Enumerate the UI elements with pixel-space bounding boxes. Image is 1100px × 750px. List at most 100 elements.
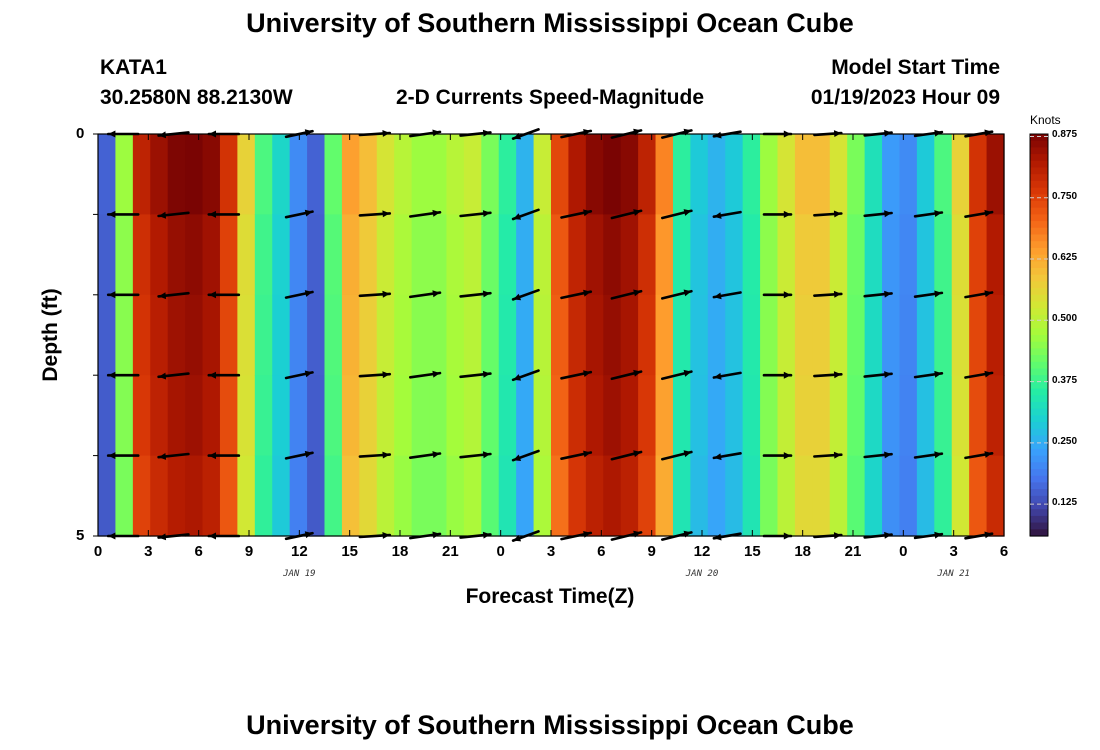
colorbar-frame: [1029, 133, 1049, 537]
heatmap-cell: [794, 455, 813, 537]
heatmap-cell: [986, 375, 1005, 457]
heatmap-cell: [899, 375, 918, 457]
heatmap-cell: [272, 134, 291, 215]
heatmap-cell: [847, 134, 866, 215]
colorbar-cell: [1030, 368, 1048, 376]
heatmap-cell: [516, 455, 535, 537]
heatmap-cell: [533, 455, 552, 537]
heatmap-cell: [359, 455, 378, 537]
heatmap-cell: [672, 375, 691, 457]
heatmap-cell: [446, 134, 465, 215]
heatmap-cell: [359, 134, 378, 215]
heatmap-cell: [760, 294, 779, 376]
current-arrow: [106, 371, 140, 379]
heatmap-cell: [568, 214, 587, 296]
heatmap-cell: [672, 294, 691, 376]
current-arrow: [913, 290, 944, 299]
heatmap-cell: [794, 294, 813, 376]
model-start-label: Model Start Time: [831, 56, 1000, 79]
heatmap-cell: [829, 134, 848, 215]
arrow-head: [984, 451, 993, 458]
current-arrow: [284, 209, 314, 219]
heatmap-cell: [585, 134, 604, 215]
heatmap-cell: [516, 375, 535, 457]
current-arrow: [358, 290, 392, 298]
heatmap-cell: [655, 455, 674, 537]
heatmap-cell: [324, 455, 343, 537]
arrow-head: [884, 531, 892, 539]
heatmap-cell: [115, 134, 134, 215]
arrow-head: [783, 452, 791, 460]
heatmap-cell: [376, 455, 395, 537]
current-arrow: [358, 451, 392, 459]
heatmap-cell: [150, 214, 169, 296]
heatmap-cell: [899, 455, 918, 537]
colorbar-cell: [1030, 154, 1048, 162]
arrow-head: [884, 129, 892, 137]
heatmap-layer: [98, 134, 1005, 537]
current-arrow: [660, 289, 693, 300]
heatmap-cell: [272, 214, 291, 296]
heatmap-cell: [638, 455, 657, 537]
arrow-head: [108, 452, 116, 460]
heatmap-cell: [864, 294, 883, 376]
arrow-head: [482, 290, 491, 298]
heatmap-cell: [202, 455, 221, 537]
heatmap-cell: [847, 375, 866, 457]
heatmap-cell: [185, 375, 204, 457]
colorbar-cell: [1030, 254, 1048, 262]
arrow-head: [304, 450, 313, 458]
arrow-head: [683, 450, 692, 458]
heatmap-cell: [777, 134, 796, 215]
heatmap-cell: [707, 134, 726, 215]
heatmap-cell: [829, 455, 848, 537]
colorbar-cell: [1030, 422, 1048, 430]
heatmap-cell: [829, 214, 848, 296]
heatmap-cell: [202, 134, 221, 215]
arrow-head: [108, 291, 116, 299]
heatmap-cell: [167, 214, 186, 296]
heatmap-cell: [864, 134, 883, 215]
heatmap-cell: [185, 134, 204, 215]
colorbar-cell: [1030, 314, 1048, 323]
arrow-head: [382, 210, 390, 218]
heatmap-cell: [934, 294, 953, 376]
heatmap-cell: [707, 294, 726, 376]
heatmap-cell: [794, 214, 813, 296]
date-label: JAN 20: [685, 569, 719, 579]
heatmap-cell: [777, 375, 796, 457]
heatmap-cell: [882, 134, 901, 215]
heatmap-cell: [376, 214, 395, 296]
current-arrow: [762, 371, 793, 379]
arrow-head: [833, 371, 842, 379]
heatmap-cell: [603, 375, 622, 457]
heatmap-cell: [254, 455, 273, 537]
heatmap-cell: [289, 375, 308, 457]
current-arrow: [106, 291, 140, 299]
heatmap-cell: [185, 294, 204, 376]
arrow-head: [783, 371, 791, 379]
heatmap-cell: [951, 375, 970, 457]
current-arrow: [762, 291, 793, 299]
colorbar-cell: [1030, 321, 1048, 329]
heatmap-cell: [638, 375, 657, 457]
heatmap-cell: [742, 455, 761, 537]
colorbar-cell: [1030, 247, 1048, 256]
heatmap-cell: [307, 375, 326, 457]
heatmap-cell: [481, 214, 500, 296]
heatmap-cell: [777, 455, 796, 537]
colorbar-cell: [1030, 281, 1048, 289]
heatmap-cell: [307, 214, 326, 296]
heatmap-cell: [219, 214, 238, 296]
heatmap-cell: [254, 214, 273, 296]
colorbar-cell: [1030, 442, 1048, 450]
heatmap-cell: [516, 294, 535, 376]
colorbar-cell: [1030, 180, 1048, 189]
colorbar-tick-label: 0.125: [1052, 497, 1078, 509]
heatmap-cell: [847, 214, 866, 296]
heatmap-cell: [115, 294, 134, 376]
heatmap-cell: [324, 294, 343, 376]
heatmap-cell: [202, 375, 221, 457]
heatmap-cell: [446, 455, 465, 537]
